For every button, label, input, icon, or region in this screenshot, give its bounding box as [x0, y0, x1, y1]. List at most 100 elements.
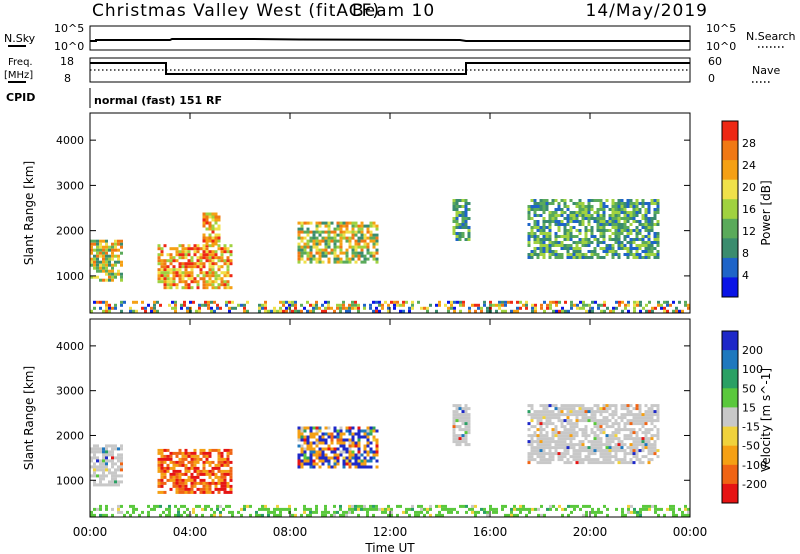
range-cell	[291, 300, 294, 304]
range-cell	[333, 456, 337, 460]
range-cell	[557, 413, 561, 417]
range-cell	[489, 303, 492, 307]
range-cell	[563, 211, 567, 214]
range-cell	[417, 300, 420, 304]
range-cell	[599, 226, 603, 229]
range-cell	[548, 256, 552, 259]
range-cell	[620, 407, 624, 411]
range-cell	[306, 233, 310, 237]
range-cell	[593, 235, 597, 238]
range-cell	[205, 256, 209, 260]
range-cell	[554, 208, 558, 211]
range-cell	[587, 407, 591, 411]
range-cell	[315, 245, 319, 249]
range-cell	[530, 425, 534, 429]
range-cell	[345, 230, 349, 234]
range-cell	[187, 271, 191, 275]
range-cell	[166, 271, 170, 275]
range-cell	[190, 268, 194, 272]
range-cell	[169, 478, 173, 482]
range-cell	[163, 460, 167, 464]
range-cell	[566, 229, 570, 232]
range-cell	[411, 300, 414, 304]
range-cell	[342, 233, 346, 237]
range-cell	[542, 220, 546, 223]
range-cell	[303, 251, 307, 255]
range-cell	[467, 422, 471, 426]
range-cell	[303, 221, 307, 225]
range-cell	[300, 453, 304, 457]
range-cell	[105, 248, 108, 252]
range-cell	[587, 199, 591, 202]
range-cell	[542, 226, 546, 229]
range-cell	[160, 280, 164, 284]
range-cell	[229, 475, 233, 479]
range-cell	[342, 260, 346, 264]
range-cell	[342, 450, 346, 454]
range-cell	[183, 504, 186, 508]
range-cell	[605, 461, 609, 465]
range-cell	[429, 504, 432, 508]
range-cell	[297, 444, 301, 448]
range-cell	[569, 440, 573, 444]
range-cell	[99, 242, 102, 246]
range-cell	[635, 404, 639, 408]
range-cell	[102, 257, 105, 261]
range-cell	[357, 251, 361, 255]
range-cell	[641, 437, 645, 441]
range-cell	[530, 443, 534, 447]
range-cell	[678, 507, 681, 511]
range-cell	[581, 214, 585, 217]
range-cell	[614, 446, 618, 450]
range-cell	[593, 458, 597, 462]
range-cell	[633, 300, 636, 304]
range-cell	[363, 435, 367, 439]
range-cell	[99, 507, 102, 511]
range-cell	[615, 306, 618, 310]
range-cell	[372, 426, 376, 430]
range-cell	[357, 303, 360, 307]
range-cell	[581, 419, 585, 423]
range-cell	[220, 265, 224, 269]
range-cell	[626, 461, 630, 465]
range-cell	[539, 443, 543, 447]
range-cell	[342, 438, 346, 442]
range-cell	[351, 230, 355, 234]
range-cell	[366, 236, 370, 240]
range-cell	[566, 419, 570, 423]
range-cell	[489, 504, 492, 508]
range-cell	[93, 257, 96, 261]
range-cell	[596, 217, 600, 220]
range-cell	[558, 504, 561, 508]
range-cell	[187, 487, 191, 491]
range-cell	[178, 478, 182, 482]
range-cell	[546, 306, 549, 310]
range-cell	[633, 303, 636, 307]
range-cell	[270, 309, 273, 313]
range-cell	[656, 199, 660, 202]
range-cell	[300, 438, 304, 442]
range-cell	[312, 426, 316, 430]
range-cell	[641, 440, 645, 444]
range-cell	[533, 410, 537, 414]
range-cell	[297, 257, 301, 261]
range-cell	[210, 306, 213, 310]
range-cell	[578, 428, 582, 432]
range-cell	[452, 428, 456, 432]
range-cell	[351, 248, 355, 252]
range-cell	[111, 444, 114, 448]
range-cell	[205, 280, 209, 284]
range-cell	[214, 463, 218, 467]
range-cell	[261, 306, 264, 310]
colorbar-tick-label: 20	[742, 181, 756, 194]
range-cell	[372, 242, 376, 246]
range-cell	[653, 232, 657, 235]
range-cell	[578, 407, 582, 411]
range-cell	[226, 457, 230, 461]
range-cell	[217, 448, 221, 452]
range-cell	[461, 235, 465, 238]
range-cell	[629, 449, 633, 453]
range-cell	[187, 277, 191, 281]
range-cell	[312, 441, 316, 445]
range-cell	[330, 221, 334, 225]
